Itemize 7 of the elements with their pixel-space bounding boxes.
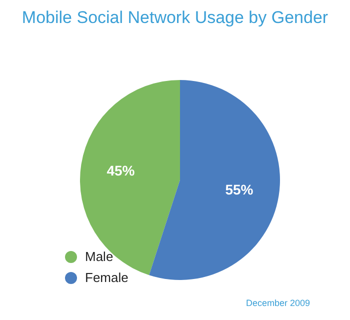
legend-label: Male bbox=[85, 249, 114, 264]
pie-slice bbox=[149, 80, 280, 280]
chart-title: Mobile Social Network Usage by Gender bbox=[20, 8, 330, 28]
legend-label: Female bbox=[85, 270, 128, 285]
text: December 2009 bbox=[246, 298, 310, 308]
data-label: 45% bbox=[106, 162, 136, 179]
data-label: 55% bbox=[225, 181, 254, 198]
